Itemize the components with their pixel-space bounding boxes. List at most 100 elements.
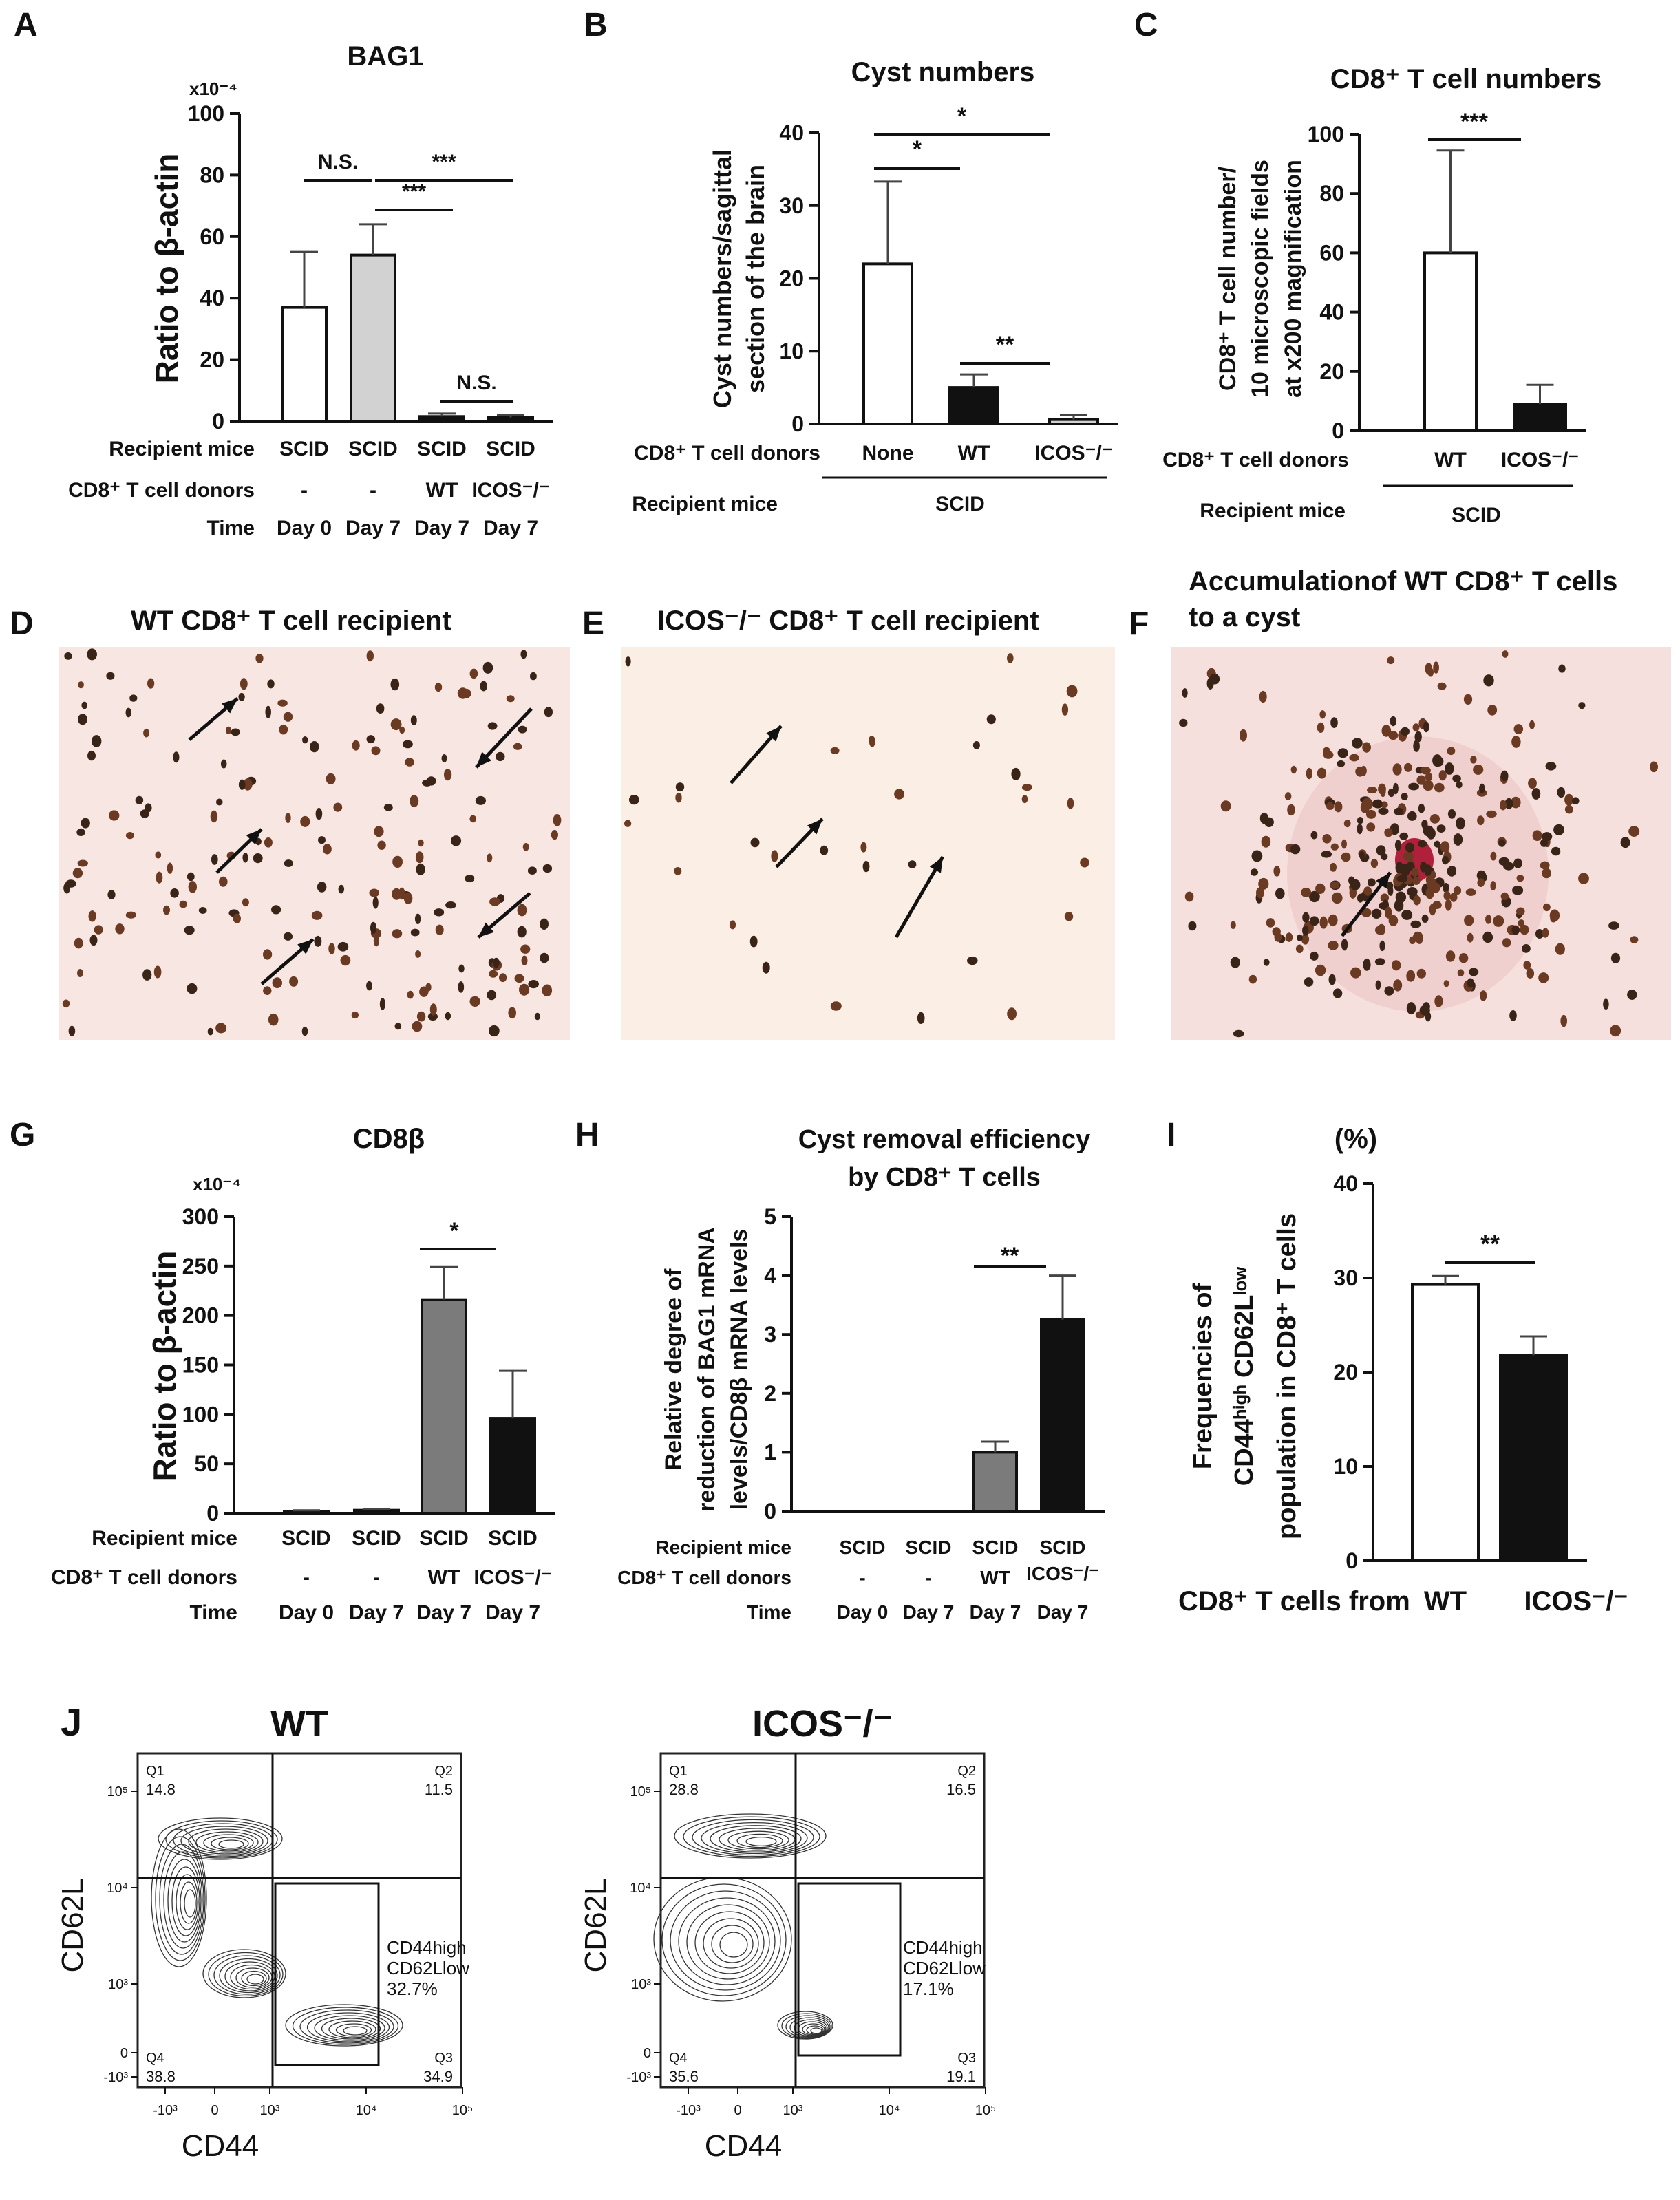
stained-cell: [1328, 914, 1338, 926]
stained-cell: [81, 701, 87, 709]
stained-cell: [517, 926, 527, 938]
stained-cell: [1302, 912, 1310, 923]
stained-cell: [1361, 908, 1372, 917]
stained-cell: [820, 845, 829, 855]
stained-cell: [460, 688, 471, 698]
y-axis-label: reduction of BAG1 mRNA: [694, 1227, 720, 1512]
stained-cell: [1443, 883, 1449, 893]
category-label: SCID: [840, 1537, 886, 1558]
stained-cell: [328, 943, 335, 954]
chart-title: Cyst removal efficiency: [798, 1125, 1091, 1154]
stained-cell: [1532, 830, 1542, 841]
stained-cell: [1331, 892, 1343, 904]
stained-cell: [1410, 920, 1421, 928]
arrow-head: [222, 698, 237, 714]
stained-cell: [1317, 722, 1325, 733]
contour-line: [694, 1911, 765, 1974]
stained-cell: [862, 861, 870, 873]
significance-label: ***: [432, 151, 456, 173]
contour-line: [686, 1904, 770, 1980]
stained-cell: [1220, 800, 1231, 812]
stained-cell: [1290, 765, 1297, 774]
contour-line: [292, 2007, 399, 2045]
stained-cell: [1310, 951, 1319, 961]
quadrant-value: 28.8: [669, 1781, 699, 1798]
quadrant-value: 11.5: [425, 1781, 453, 1798]
stained-cell: [1427, 668, 1434, 677]
y-tick-label: 0: [1346, 1548, 1358, 1573]
stained-cell: [1485, 915, 1492, 924]
category-label: -: [303, 1566, 310, 1589]
stained-cell: [1309, 916, 1319, 926]
stained-cell: [1479, 783, 1485, 794]
stained-cell: [553, 814, 562, 826]
stained-cell: [1284, 792, 1292, 801]
stained-cell: [279, 724, 288, 735]
stained-cell: [1374, 958, 1385, 965]
stained-cell: [264, 837, 273, 848]
y-tick-label: 10: [779, 339, 804, 363]
gate-label: CD44high: [903, 1937, 983, 1958]
stained-cell: [1542, 868, 1552, 879]
bar: [283, 1510, 330, 1515]
stained-cell: [1209, 673, 1220, 685]
y-tick-label: 0: [206, 1501, 219, 1526]
stained-cell: [215, 1023, 227, 1034]
stained-cell: [1518, 919, 1525, 928]
stained-cell: [1421, 914, 1429, 923]
stained-cell: [323, 844, 332, 855]
stained-cell: [986, 714, 996, 725]
stained-cell: [366, 735, 376, 744]
stained-cell: [1337, 760, 1345, 767]
stained-cell: [225, 726, 232, 734]
stained-cell: [1449, 893, 1458, 902]
stained-cell: [263, 949, 273, 960]
bar: [418, 415, 465, 423]
stained-cell: [1401, 910, 1413, 920]
stained-cell: [1326, 802, 1335, 810]
contour-line: [306, 2012, 390, 2042]
stained-cell: [351, 1011, 359, 1019]
stained-cell: [238, 692, 245, 701]
category-label: SCID: [906, 1537, 952, 1558]
stained-cell: [1535, 929, 1544, 939]
bar: [948, 386, 999, 425]
stained-cell: [377, 840, 386, 850]
panel-letter-h: H: [575, 1117, 599, 1153]
stained-cell: [1348, 876, 1355, 885]
stained-cell: [135, 795, 144, 804]
contour-line: [678, 1897, 776, 1985]
stained-cell: [1366, 822, 1376, 832]
stained-cell: [1061, 703, 1068, 716]
stained-cell: [242, 853, 248, 863]
stained-cell: [1248, 974, 1257, 984]
stained-cell: [1330, 862, 1337, 872]
stained-cell: [1511, 796, 1521, 809]
stained-cell: [220, 759, 227, 769]
stained-cell: [1362, 742, 1371, 753]
stained-cell: [1511, 736, 1521, 748]
micrograph-d-cells: [62, 648, 562, 1037]
x-tick-label: 10³: [260, 2103, 280, 2118]
stained-cell: [434, 908, 445, 917]
stained-cell: [860, 842, 867, 853]
stained-cell: [1500, 800, 1507, 811]
scale-label: x10⁻⁴: [193, 1174, 241, 1195]
stained-cell: [749, 935, 758, 948]
stained-cell: [1486, 810, 1497, 818]
stained-cell: [92, 735, 102, 747]
category-label: ICOS⁻/⁻: [1034, 442, 1112, 464]
stained-cell: [1420, 767, 1431, 775]
y-tick-label: 0: [791, 412, 804, 436]
x-axis-label: CD44: [182, 2129, 259, 2163]
row-label: Recipient mice: [655, 1537, 791, 1558]
stained-cell: [496, 751, 505, 762]
stained-cell: [1233, 1029, 1244, 1038]
stained-cell: [1304, 977, 1314, 987]
stained-cell: [1350, 967, 1361, 979]
significance-label: ***: [402, 180, 426, 203]
stained-cell: [415, 851, 424, 864]
stained-cell: [1513, 724, 1524, 734]
stained-cell: [1457, 969, 1465, 976]
chart-b: 0 10 20 30 40 Cyst numbers Cyst numbers/sagitt…: [632, 57, 1118, 515]
